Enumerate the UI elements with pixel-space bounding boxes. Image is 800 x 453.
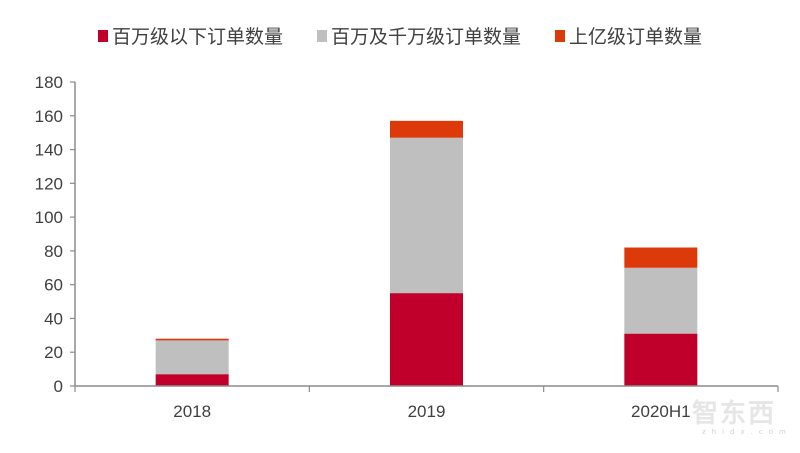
- legend-item-hundred-million: 上亿级订单数量: [555, 22, 702, 49]
- legend-label: 上亿级订单数量: [569, 26, 703, 48]
- bar-segment: [155, 340, 229, 375]
- y-tick-label: 60: [44, 276, 63, 295]
- legend-label: 百万及千万级订单数量: [330, 26, 521, 48]
- x-tick-label: 2019: [408, 402, 446, 421]
- x-tick-label: 2020H1: [631, 402, 691, 421]
- y-tick-label: 160: [35, 107, 63, 126]
- y-tick-label: 20: [44, 343, 63, 362]
- legend-swatch: [316, 29, 327, 42]
- y-axis: 0 20 40 60 80 100 120 140 160 180: [35, 73, 76, 396]
- y-tick-label: 180: [35, 73, 63, 92]
- bar-segment: [155, 374, 229, 386]
- y-tick-label: 0: [54, 377, 63, 396]
- legend-item-under-million: 百万级以下订单数量: [97, 22, 283, 49]
- legend-swatch: [97, 29, 108, 42]
- y-tick-label: 80: [44, 242, 63, 261]
- x-axis: 2018 2019 2020H1: [74, 385, 779, 421]
- bar-segment: [624, 267, 698, 334]
- legend-label: 百万级以下订单数量: [111, 26, 283, 48]
- watermark-logo: 智东西: [692, 399, 777, 429]
- legend-item-million-to-ten-million: 百万及千万级订单数量: [316, 22, 521, 49]
- y-tick-label: 40: [44, 309, 63, 328]
- bars: [155, 120, 698, 386]
- bar-segment: [390, 120, 463, 138]
- legend-swatch: [555, 29, 565, 42]
- bar-segment: [390, 293, 463, 386]
- x-tick-label: 2018: [173, 402, 211, 421]
- y-tick-label: 140: [35, 141, 63, 160]
- watermark: 智东西 zhidx.com: [692, 393, 792, 436]
- bar-segment: [390, 137, 463, 294]
- y-tick-label: 120: [35, 174, 63, 193]
- y-tick-label: 100: [35, 208, 63, 227]
- bar-segment: [624, 333, 698, 386]
- watermark-url: zhidx.com: [702, 428, 792, 436]
- bar-segment: [155, 338, 229, 341]
- bar-segment: [624, 247, 698, 268]
- chart-legend: 百万级以下订单数量 百万及千万级订单数量 上亿级订单数量: [0, 22, 800, 49]
